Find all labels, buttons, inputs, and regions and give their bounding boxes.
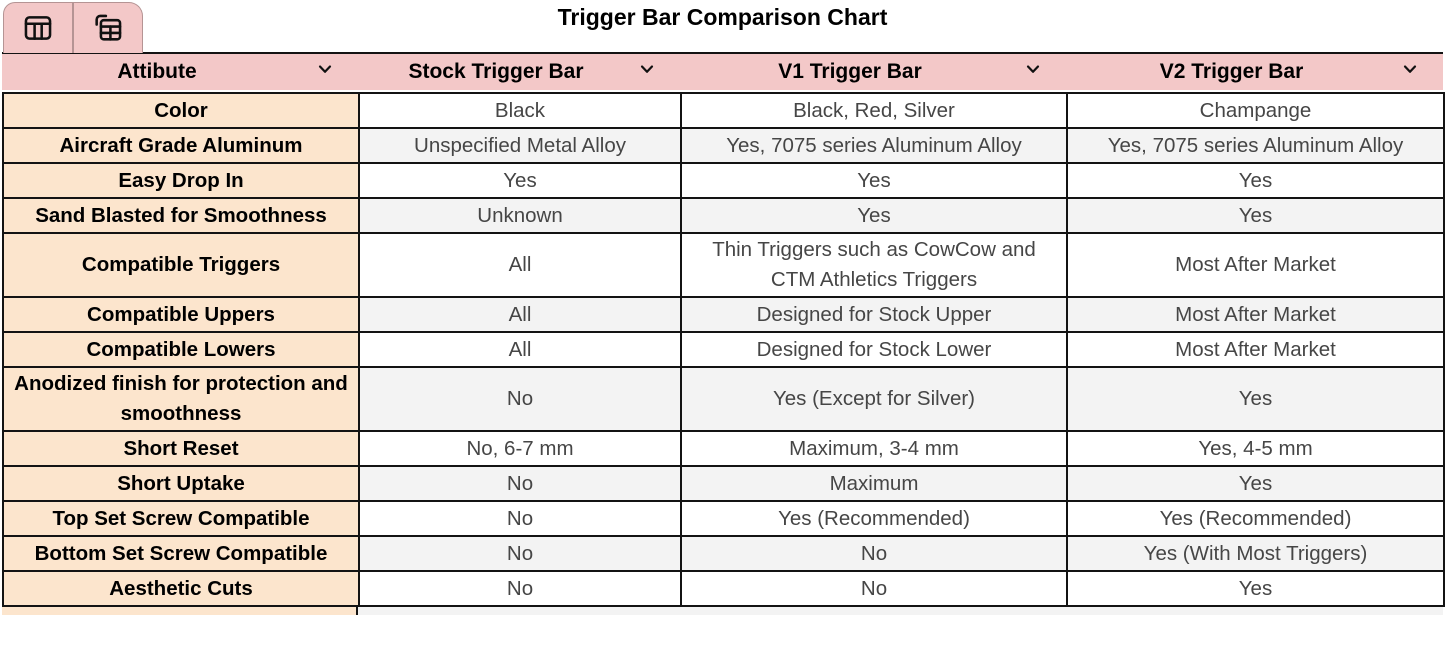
value-cell-v2: Yes, 4-5 mm: [1066, 430, 1445, 467]
table-row: Compatible Uppers All Designed for Stock…: [2, 296, 1445, 333]
attribute-cell: Compatible Triggers: [2, 232, 360, 298]
table-row: Bottom Set Screw Compatible No No Yes (W…: [2, 535, 1445, 572]
table-row: Easy Drop In Yes Yes Yes: [2, 162, 1445, 199]
value-cell-stock: All: [358, 331, 682, 368]
table-row: Color Black Black, Red, Silver Champange: [2, 92, 1445, 129]
value-cell-stock: All: [358, 232, 682, 298]
chevron-down-icon: [637, 59, 657, 85]
value-cell-stock: No: [358, 535, 682, 572]
partial-attribute-cell: [2, 607, 358, 615]
table-copy-tab[interactable]: [73, 2, 143, 53]
attribute-cell: Anodized finish for protection and smoot…: [2, 366, 360, 432]
value-cell-stock: Unspecified Metal Alloy: [358, 127, 682, 164]
value-cell-stock: All: [358, 296, 682, 333]
value-cell-stock: No: [358, 366, 682, 432]
value-cell-stock: No: [358, 500, 682, 537]
table-row: Sand Blasted for Smoothness Unknown Yes …: [2, 197, 1445, 234]
value-cell-v1: Designed for Stock Upper: [680, 296, 1068, 333]
comparison-table: Color Black Black, Red, Silver Champange…: [2, 92, 1445, 607]
attribute-cell: Short Uptake: [2, 465, 360, 502]
value-cell-v2: Yes: [1066, 570, 1445, 607]
column-header-v2[interactable]: V2 Trigger Bar: [1066, 54, 1443, 90]
chevron-down-icon: [1400, 59, 1420, 85]
column-header-stock[interactable]: Stock Trigger Bar: [358, 54, 680, 90]
table-body: Color Black Black, Red, Silver Champange…: [2, 92, 1445, 607]
value-cell-v1: No: [680, 535, 1068, 572]
value-cell-v1: No: [680, 570, 1068, 607]
value-cell-v1: Black, Red, Silver: [680, 92, 1068, 129]
value-cell-v2: Yes: [1066, 366, 1445, 432]
table-row: Short Uptake No Maximum Yes: [2, 465, 1445, 502]
value-cell-stock: No, 6-7 mm: [358, 430, 682, 467]
attribute-cell: Top Set Screw Compatible: [2, 500, 360, 537]
column-header-label: V2 Trigger Bar: [1159, 60, 1304, 83]
value-cell-v2: Most After Market: [1066, 296, 1445, 333]
table-row: Top Set Screw Compatible No Yes (Recomme…: [2, 500, 1445, 537]
column-header-row: Attibute Stock Trigger Bar V1 Trigger Ba…: [2, 52, 1443, 90]
attribute-cell: Aesthetic Cuts: [2, 570, 360, 607]
value-cell-v2: Champange: [1066, 92, 1445, 129]
attribute-cell: Compatible Uppers: [2, 296, 360, 333]
column-header-label: Attibute: [117, 60, 197, 83]
value-cell-v1: Yes: [680, 162, 1068, 199]
attribute-cell: Compatible Lowers: [2, 331, 360, 368]
column-header-label: Stock Trigger Bar: [408, 60, 584, 83]
attribute-cell: Color: [2, 92, 360, 129]
chevron-down-icon: [315, 59, 335, 85]
value-cell-v2: Yes, 7075 series Aluminum Alloy: [1066, 127, 1445, 164]
value-cell-v1: Thin Triggers such as CowCow and CTM Ath…: [680, 232, 1068, 298]
table-row: Aesthetic Cuts No No Yes: [2, 570, 1445, 607]
value-cell-v2: Yes: [1066, 162, 1445, 199]
top-bar: Trigger Bar Comparison Chart: [0, 0, 1445, 53]
value-cell-v1: Designed for Stock Lower: [680, 331, 1068, 368]
table-row: Short Reset No, 6-7 mm Maximum, 3-4 mm Y…: [2, 430, 1445, 467]
value-cell-v1: Yes (Recommended): [680, 500, 1068, 537]
value-cell-v2: Yes: [1066, 197, 1445, 234]
value-cell-stock: No: [358, 570, 682, 607]
value-cell-v1: Yes, 7075 series Aluminum Alloy: [680, 127, 1068, 164]
column-header-attribute[interactable]: Attibute: [2, 54, 358, 90]
value-cell-v1: Yes (Except for Silver): [680, 366, 1068, 432]
attribute-cell: Bottom Set Screw Compatible: [2, 535, 360, 572]
table-columns-icon: [21, 11, 55, 45]
value-cell-v2: Yes: [1066, 465, 1445, 502]
value-cell-stock: Black: [358, 92, 682, 129]
view-tabs: [3, 2, 143, 53]
value-cell-stock: Unknown: [358, 197, 682, 234]
table-row: Compatible Triggers All Thin Triggers su…: [2, 232, 1445, 298]
attribute-cell: Aircraft Grade Aluminum: [2, 127, 360, 164]
chevron-down-icon: [1023, 59, 1043, 85]
value-cell-v2: Yes (With Most Triggers): [1066, 535, 1445, 572]
value-cell-v2: Most After Market: [1066, 331, 1445, 368]
value-cell-v2: Most After Market: [1066, 232, 1445, 298]
column-header-v1[interactable]: V1 Trigger Bar: [680, 54, 1066, 90]
value-cell-v1: Yes: [680, 197, 1068, 234]
attribute-cell: Short Reset: [2, 430, 360, 467]
value-cell-v1: Maximum, 3-4 mm: [680, 430, 1068, 467]
page-title: Trigger Bar Comparison Chart: [557, 4, 888, 30]
table-row: Aircraft Grade Aluminum Unspecified Meta…: [2, 127, 1445, 164]
table-duplicate-icon: [91, 11, 125, 45]
value-cell-v2: Yes (Recommended): [1066, 500, 1445, 537]
attribute-cell: Sand Blasted for Smoothness: [2, 197, 360, 234]
table-row: Compatible Lowers All Designed for Stock…: [2, 331, 1445, 368]
column-header-label: V1 Trigger Bar: [778, 60, 922, 83]
attribute-cell: Easy Drop In: [2, 162, 360, 199]
value-cell-stock: Yes: [358, 162, 682, 199]
table-row: Anodized finish for protection and smoot…: [2, 366, 1445, 432]
table-view-tab[interactable]: [3, 2, 73, 53]
value-cell-stock: No: [358, 465, 682, 502]
value-cell-v1: Maximum: [680, 465, 1068, 502]
partial-next-row: [2, 607, 1443, 615]
partial-value-cells: [358, 607, 1443, 615]
